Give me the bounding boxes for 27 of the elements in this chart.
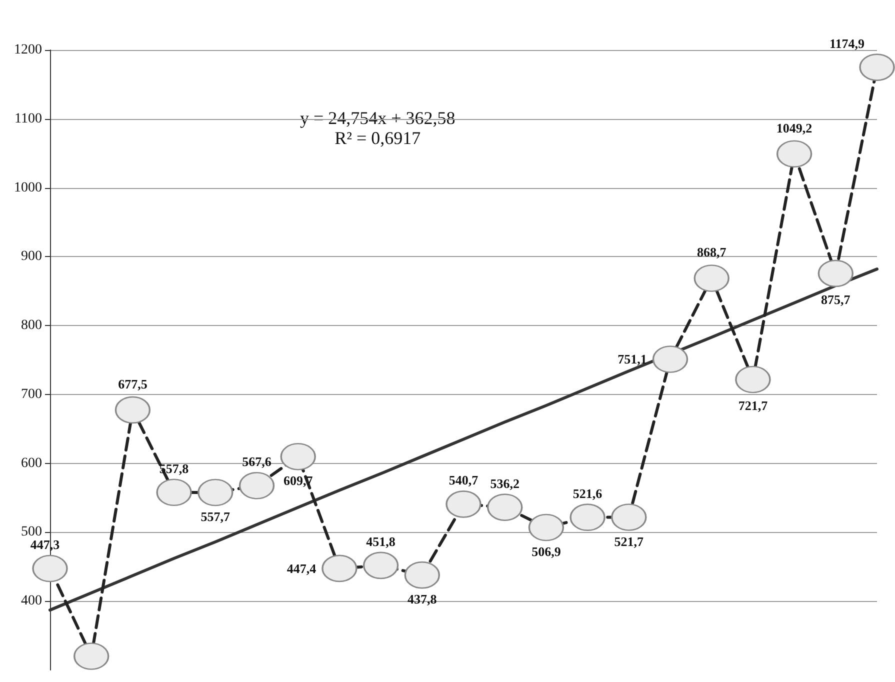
- data-label: 506,9: [532, 544, 562, 559]
- y-tick-label: 600: [21, 456, 42, 471]
- y-tick-label: 400: [21, 594, 42, 609]
- data-label: 1049,2: [776, 120, 812, 136]
- data-label: 557,8: [159, 460, 190, 476]
- y-tick-label: 1000: [14, 180, 42, 196]
- data-label: 557,7: [200, 508, 231, 524]
- data-label: 751,1: [618, 352, 647, 367]
- data-label: 1174,9: [829, 36, 866, 51]
- data-label: 540,7: [448, 472, 479, 488]
- y-tick-label: 700: [21, 386, 42, 402]
- data-label: 567,6: [242, 454, 272, 470]
- y-tick-label: 800: [21, 318, 42, 334]
- data-label: 521,6: [572, 486, 603, 501]
- data-label: 875,7: [821, 292, 851, 307]
- y-tick-label: 900: [21, 249, 42, 264]
- data-label: 451,8: [366, 534, 396, 549]
- data-label: 437,8: [408, 592, 438, 607]
- data-label: 521,7: [614, 534, 644, 549]
- data-label: 677,5: [118, 376, 148, 392]
- y-tick-label: 1100: [14, 111, 42, 126]
- data-label: 721,7: [738, 398, 768, 413]
- data-label: 536,2: [490, 476, 520, 491]
- y-tick-label: 500: [21, 524, 42, 540]
- y-tick-label: 1200: [14, 42, 42, 58]
- data-label: 447,4: [286, 560, 317, 576]
- data-label: 868,7: [696, 244, 727, 260]
